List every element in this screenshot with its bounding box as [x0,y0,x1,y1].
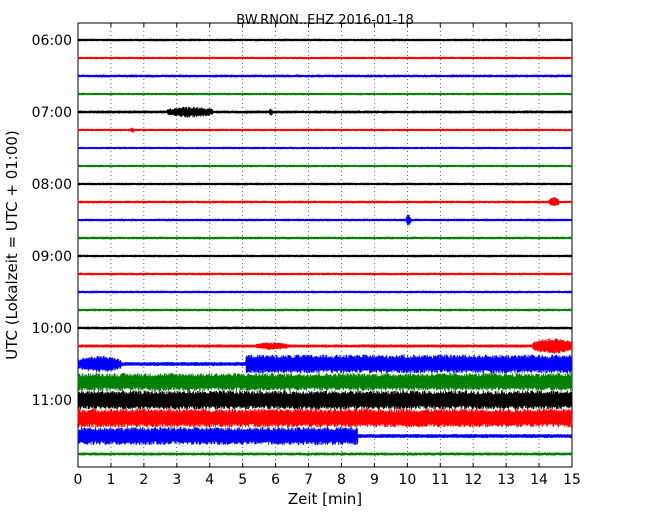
x-tick-label: 4 [205,472,214,488]
trace-0715 [77,127,573,133]
x-tick-label: 9 [370,472,379,488]
x-axis-label: Zeit [min] [288,490,362,508]
trace-1030 [77,354,573,374]
x-tick-label: 5 [238,472,247,488]
plot-area [77,22,573,468]
trace-1045 [77,372,573,392]
x-tick-label: 1 [106,472,115,488]
trace-1145 [77,452,573,456]
y-tick-label: 09:00 [32,249,72,265]
trace-1015 [77,338,573,354]
x-tick-labels: 0 1 2 3 4 5 6 7 8 9 10 11 12 13 14 15 [74,472,581,488]
y-tick-label: 07:00 [32,105,72,121]
trace-group [77,38,573,456]
trace-0830 [77,214,573,226]
x-tick-label: 12 [464,472,482,488]
x-tick-label: 11 [431,472,449,488]
x-tick-label: 3 [172,472,181,488]
trace-0615 [77,56,573,60]
y-tick-label: 11:00 [32,393,72,409]
x-tick-label: 10 [398,472,416,488]
trace-1000 [77,326,573,330]
trace-0945 [77,308,573,312]
y-tick-label: 08:00 [32,177,72,193]
trace-0730 [77,146,573,150]
trace-0630 [77,74,573,78]
trace-0845 [77,236,573,240]
chart-title: BW.RNON..EHZ 2016-01-18 [236,13,414,28]
trace-1130 [77,426,573,446]
trace-0915 [77,272,573,276]
trace-0800 [77,182,573,186]
trace-1100 [77,390,573,410]
tick-marks [77,23,573,467]
x-tick-label: 0 [74,472,83,488]
y-axis-label: UTC (Lokalzeit = UTC + 01:00) [3,130,21,360]
trace-0645 [77,92,573,96]
x-tick-label: 15 [563,472,581,488]
trace-1115 [77,408,573,428]
x-tick-label: 8 [337,472,346,488]
x-tick-label: 14 [530,472,548,488]
y-tick-labels: 06:00 07:00 08:00 09:00 10:00 11:00 [32,33,72,409]
y-tick-label: 06:00 [32,33,72,49]
trace-0930 [77,290,573,294]
x-tick-label: 6 [271,472,280,488]
trace-0700 [77,106,573,118]
x-tick-label: 7 [304,472,313,488]
trace-0900 [77,254,573,258]
trace-0745 [77,164,573,168]
trace-0600 [77,38,573,42]
x-tick-label: 13 [497,472,515,488]
trace-0815 [77,196,573,207]
y-tick-label: 10:00 [32,321,72,337]
x-tick-label: 2 [139,472,148,488]
